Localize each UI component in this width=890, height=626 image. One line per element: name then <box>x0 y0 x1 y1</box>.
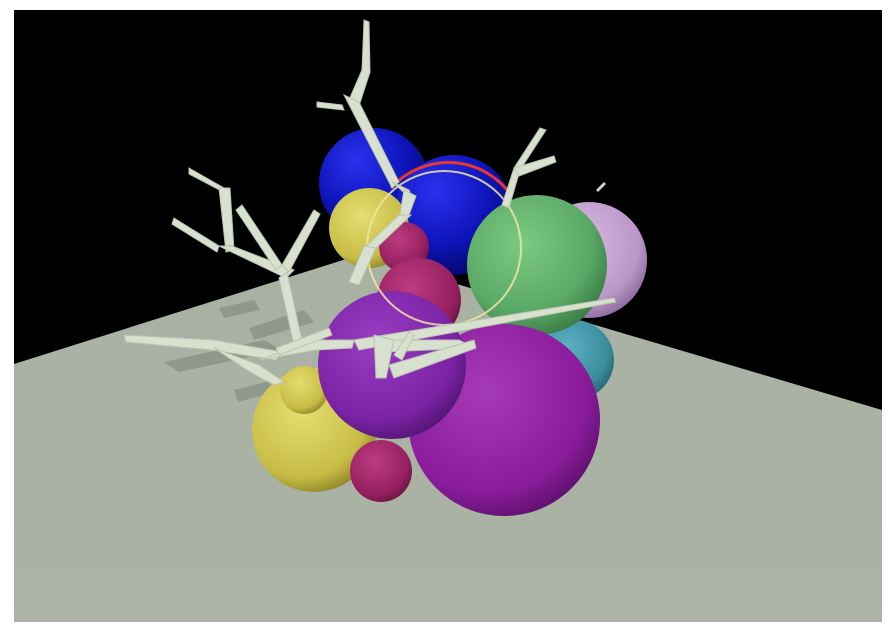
sphere-crimson-bottom <box>350 440 412 502</box>
3d-viewport[interactable] <box>14 10 882 622</box>
selection-arc <box>389 161 513 196</box>
sphere-olive-yellow-small <box>280 366 328 414</box>
scene-canvas <box>14 10 882 622</box>
stray-stick <box>596 182 606 192</box>
tree-branches <box>123 19 617 386</box>
